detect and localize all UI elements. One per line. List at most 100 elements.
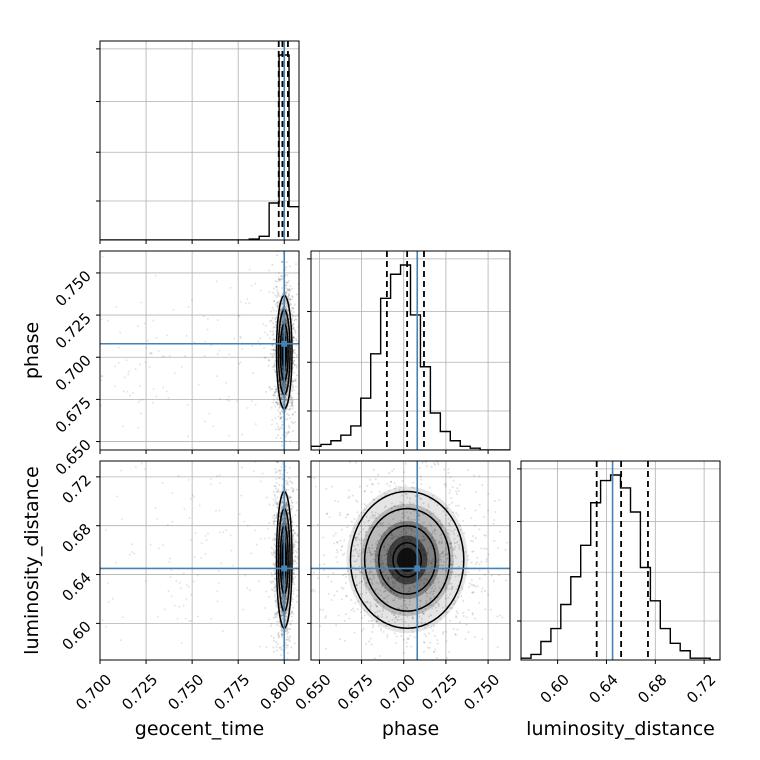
sample-point: [426, 592, 429, 595]
sample-point: [360, 539, 363, 542]
sample-point: [137, 325, 140, 328]
sample-point: [423, 573, 426, 576]
sample-point: [280, 596, 283, 599]
sample-point: [475, 563, 478, 566]
sample-point: [387, 620, 390, 623]
sample-point: [286, 393, 289, 396]
sample-point: [399, 533, 402, 536]
sample-point: [294, 318, 297, 321]
sample-point: [275, 604, 278, 607]
sample-point: [457, 504, 460, 507]
sample-point: [376, 525, 379, 528]
sample-point: [272, 548, 275, 551]
sample-point: [448, 503, 451, 506]
sample-point: [158, 547, 161, 550]
sample-point: [431, 607, 434, 610]
sample-point: [376, 610, 379, 613]
sample-point: [271, 387, 274, 390]
sample-point: [277, 490, 280, 493]
sample-point: [281, 522, 284, 525]
sample-point: [357, 600, 360, 603]
sample-point: [426, 646, 429, 649]
sample-point: [392, 581, 395, 584]
sample-point: [402, 516, 405, 519]
sample-point: [289, 407, 292, 410]
sample-point: [281, 501, 284, 504]
sample-point: [286, 391, 289, 394]
sample-point: [454, 600, 457, 603]
sample-point: [374, 514, 377, 517]
sample-point: [352, 565, 355, 568]
sample-point: [484, 534, 487, 537]
sample-point: [480, 560, 483, 563]
y-tick-label: 0.700: [52, 351, 95, 394]
sample-point: [364, 584, 367, 587]
sample-point: [487, 593, 490, 596]
sample-point: [285, 305, 288, 308]
sample-point: [221, 630, 224, 633]
sample-point: [424, 588, 427, 591]
sample-point: [250, 552, 253, 555]
sample-point: [210, 344, 213, 347]
sample-point: [286, 504, 289, 507]
sample-point: [430, 597, 433, 600]
sample-point: [454, 632, 457, 635]
sample-point: [219, 456, 221, 458]
sample-point: [411, 612, 414, 615]
sample-point: [271, 344, 274, 347]
sample-point: [378, 581, 381, 584]
sample-point: [257, 340, 260, 343]
sample-point: [370, 604, 373, 607]
sample-point: [291, 598, 294, 601]
sample-point: [375, 598, 378, 601]
sample-point: [369, 478, 372, 481]
sample-point: [358, 485, 361, 488]
sample-point: [344, 581, 347, 584]
sample-point: [368, 577, 371, 580]
sample-point: [276, 490, 279, 493]
sample-point: [497, 574, 500, 577]
sample-point: [363, 609, 366, 612]
sample-point: [473, 584, 476, 587]
sample-point: [222, 531, 225, 534]
sample-point: [287, 386, 290, 389]
sample-point: [267, 359, 270, 362]
sample-point: [381, 560, 384, 563]
sample-point: [451, 563, 454, 566]
sample-point: [358, 565, 361, 568]
sample-point: [290, 303, 293, 306]
sample-point: [446, 507, 449, 510]
sample-point: [284, 596, 287, 599]
sample-point: [321, 608, 324, 611]
sample-point: [277, 396, 280, 399]
sample-point: [274, 616, 277, 619]
sample-point: [274, 593, 277, 596]
sample-point: [424, 607, 427, 610]
sample-point: [295, 318, 298, 321]
sample-point: [161, 482, 164, 485]
sample-point: [218, 349, 221, 352]
sample-point: [322, 536, 325, 539]
sample-point: [365, 591, 368, 594]
sample-point: [464, 574, 467, 577]
sample-point: [342, 574, 345, 577]
sample-point: [422, 513, 425, 516]
sample-point: [284, 291, 287, 294]
sample-point: [377, 624, 380, 627]
sample-point: [319, 625, 322, 628]
sample-point: [281, 612, 284, 615]
sample-point: [275, 600, 278, 603]
sample-point: [450, 587, 453, 590]
sample-point: [438, 541, 441, 544]
sample-point: [446, 554, 449, 557]
sample-point: [272, 563, 275, 566]
sample-point: [360, 538, 363, 541]
sample-point: [432, 494, 435, 497]
sample-point: [381, 562, 384, 565]
sample-point: [434, 543, 437, 546]
sample-point: [284, 597, 287, 600]
sample-point: [291, 287, 294, 290]
sample-point: [272, 646, 275, 649]
sample-point: [208, 412, 211, 415]
sample-point: [294, 556, 297, 559]
